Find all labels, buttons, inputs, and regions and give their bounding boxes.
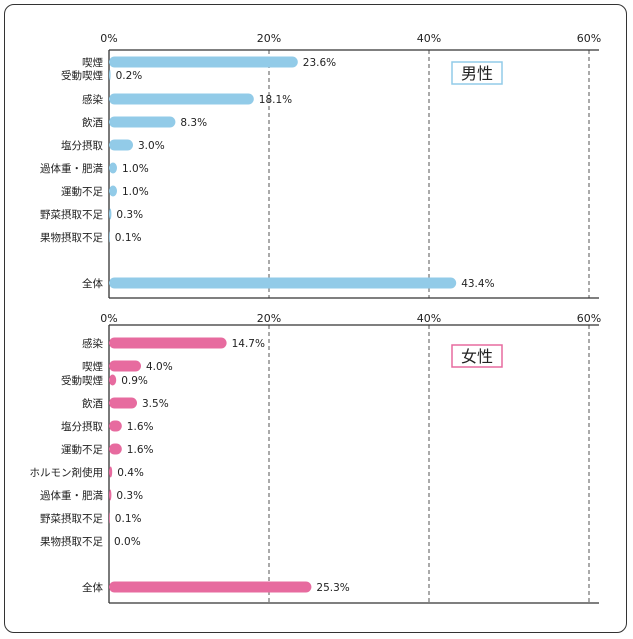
x-tick-label: 20% (257, 32, 281, 45)
category-label: 飲酒 (82, 397, 103, 410)
data-label: 3.0% (138, 140, 165, 152)
data-label: 8.3% (180, 117, 207, 129)
category-label: 受動喫煙 (61, 374, 103, 387)
x-tick-label: 20% (257, 312, 281, 325)
legend-box (451, 61, 503, 85)
data-label: 3.5% (142, 398, 169, 410)
category-label: 過体重・肥満 (40, 489, 103, 502)
category-label: 運動不足 (61, 443, 103, 456)
legend-box (451, 344, 503, 368)
bar (109, 162, 117, 174)
data-label: 0.1% (115, 232, 142, 244)
bar (109, 512, 110, 524)
data-label: 0.3% (116, 209, 143, 221)
category-label: 喫煙 (82, 361, 103, 373)
bar (109, 360, 141, 372)
bar (109, 277, 457, 289)
category-label: 全体 (82, 277, 103, 290)
category-label: 果物摂取不足 (40, 231, 103, 244)
bar (109, 581, 312, 593)
bar (109, 139, 133, 151)
data-label: 25.3% (316, 582, 349, 594)
bar (109, 337, 227, 349)
data-label: 0.3% (116, 490, 143, 502)
legend-label: 女性 (461, 347, 493, 366)
bar (109, 489, 112, 501)
category-label: 全体 (82, 581, 103, 594)
bar (109, 56, 298, 68)
category-label: 受動喫煙 (61, 69, 103, 82)
category-label: 果物摂取不足 (40, 535, 103, 548)
category-label: 塩分摂取 (61, 139, 103, 152)
chart-frame (4, 4, 627, 633)
category-label: 野菜摂取不足 (40, 208, 103, 221)
bar (109, 208, 112, 220)
category-label: 塩分摂取 (61, 420, 103, 433)
x-tick-label: 60% (577, 312, 601, 325)
x-tick-label: 40% (417, 32, 441, 45)
data-label: 0.4% (117, 467, 144, 479)
bar (109, 397, 137, 409)
bar (109, 69, 111, 81)
x-tick-label: 0% (100, 312, 117, 325)
data-label: 43.4% (461, 278, 494, 290)
x-tick-label: 60% (577, 32, 601, 45)
data-label: 1.6% (127, 421, 154, 433)
data-label: 1.0% (122, 186, 149, 198)
data-label: 1.0% (122, 163, 149, 175)
data-label: 0.1% (115, 513, 142, 525)
x-tick-label: 40% (417, 312, 441, 325)
bar (109, 466, 113, 478)
bar (109, 116, 176, 128)
data-label: 1.6% (127, 444, 154, 456)
category-label: 感染 (82, 337, 103, 350)
bar (109, 231, 110, 243)
bar (109, 420, 122, 432)
bar (109, 93, 254, 105)
category-label: ホルモン剤使用 (30, 466, 104, 479)
data-label: 14.7% (232, 338, 265, 350)
category-label: 野菜摂取不足 (40, 512, 103, 525)
data-label: 23.6% (303, 57, 336, 69)
data-label: 0.0% (114, 536, 141, 548)
legend-label: 男性 (461, 64, 493, 83)
category-label: 過体重・肥満 (40, 162, 103, 175)
category-label: 運動不足 (61, 185, 103, 198)
data-label: 4.0% (146, 361, 173, 373)
category-label: 感染 (82, 93, 103, 106)
x-tick-label: 0% (100, 32, 117, 45)
data-label: 0.2% (116, 70, 143, 82)
data-label: 0.9% (121, 375, 148, 387)
bar (109, 374, 117, 386)
data-label: 18.1% (259, 94, 292, 106)
bar (109, 185, 117, 197)
bar (109, 443, 122, 455)
category-label: 喫煙 (82, 57, 103, 69)
category-label: 飲酒 (82, 116, 103, 129)
